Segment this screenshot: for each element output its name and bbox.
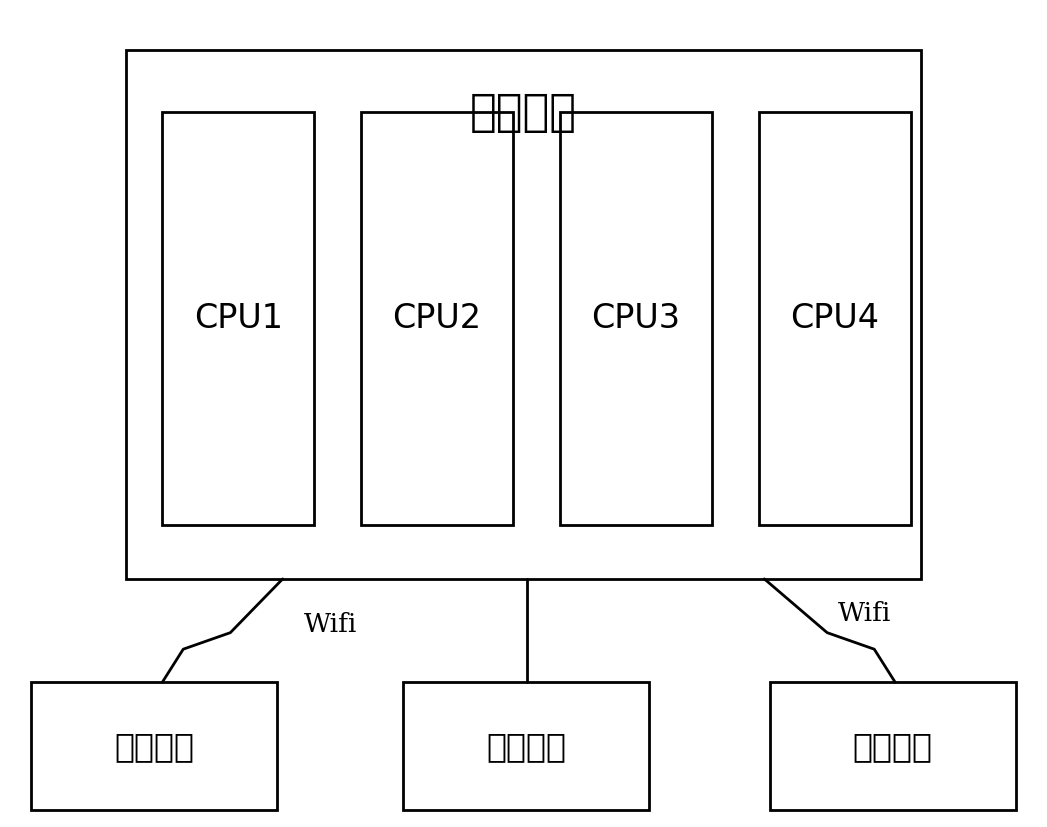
Text: CPU4: CPU4 [790, 302, 879, 335]
Bar [759, 112, 911, 525]
Bar [560, 112, 712, 525]
Bar [162, 112, 314, 525]
Bar [31, 682, 277, 810]
Text: CPU3: CPU3 [592, 302, 681, 335]
Bar [770, 682, 1016, 810]
Text: CPU1: CPU1 [194, 302, 283, 335]
Bar [361, 112, 513, 525]
Bar [126, 50, 921, 579]
Bar [403, 682, 649, 810]
Text: CPU2: CPU2 [393, 302, 482, 335]
Text: 终端设备: 终端设备 [486, 730, 566, 762]
Text: 网络设备: 网络设备 [470, 91, 577, 134]
Text: Wifi: Wifi [838, 601, 891, 626]
Text: 终端设备: 终端设备 [114, 730, 195, 762]
Text: 终端设备: 终端设备 [852, 730, 933, 762]
Text: Wifi: Wifi [304, 612, 357, 637]
